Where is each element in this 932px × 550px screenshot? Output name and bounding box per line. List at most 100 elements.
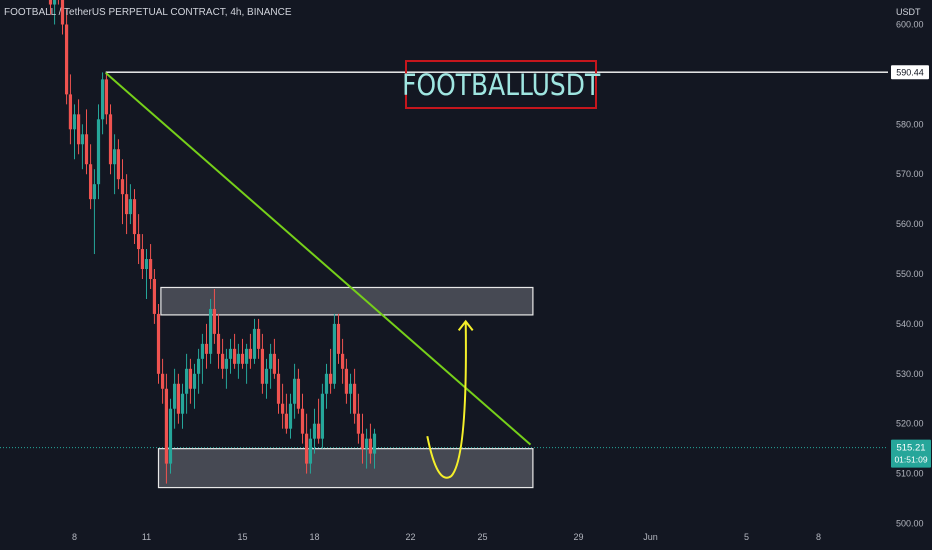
candle (328, 373, 333, 384)
bar-countdown-label: 01:51:09 (894, 455, 927, 465)
level-price-label: 590.44 (896, 68, 924, 78)
resistance-zone (160, 286, 534, 316)
y-tick-label: 500.00 (896, 519, 924, 529)
candle (84, 134, 89, 165)
candle (60, 0, 65, 25)
y-tick-label: 570.00 (896, 169, 924, 179)
candle (224, 358, 229, 369)
candle (88, 164, 93, 200)
candle (76, 114, 81, 145)
candle (356, 413, 361, 434)
candle (284, 413, 289, 429)
candle (52, 0, 57, 5)
y-tick-label: 510.00 (896, 469, 924, 479)
x-tick-label: 29 (573, 532, 583, 542)
candle (220, 353, 225, 369)
candle (340, 353, 345, 369)
candle (64, 24, 69, 95)
candle (80, 134, 85, 145)
candle (188, 368, 193, 389)
currency-label: USDT (896, 7, 921, 17)
candle (152, 278, 157, 314)
current-price-label: 515.21 (896, 443, 925, 454)
candle (368, 438, 373, 454)
candle (360, 433, 365, 449)
support-zone (157, 448, 534, 489)
candle (352, 383, 357, 414)
candle (140, 249, 145, 270)
candle (272, 353, 277, 374)
candle (216, 333, 221, 354)
candle (128, 199, 133, 215)
candle (208, 308, 213, 354)
candle (68, 94, 73, 130)
candle (180, 393, 185, 414)
candle (120, 179, 125, 195)
candle (176, 383, 181, 414)
candle (280, 403, 285, 414)
candle (240, 353, 245, 364)
candle (92, 184, 97, 200)
x-tick-label: 22 (405, 532, 415, 542)
candle (304, 433, 309, 464)
candle (364, 438, 369, 449)
x-tick-label: 25 (477, 532, 487, 542)
candle (252, 328, 257, 359)
level-price-tag (891, 65, 929, 80)
candle (148, 259, 153, 279)
x-tick-label: Jun (643, 532, 658, 542)
x-tick-label: 8 (72, 532, 77, 542)
candle (160, 373, 165, 389)
x-tick-label: 5 (744, 532, 749, 542)
candle (144, 259, 149, 270)
candle (200, 343, 205, 359)
candle (288, 403, 293, 429)
candle (264, 368, 269, 384)
candle (248, 348, 253, 359)
candle (212, 308, 217, 334)
candle (124, 194, 129, 215)
candle (136, 234, 141, 250)
y-tick-label: 560.00 (896, 219, 924, 229)
x-tick-label: 11 (142, 532, 151, 542)
y-tick-label: 530.00 (896, 369, 924, 379)
candle (196, 358, 201, 374)
candle (268, 353, 273, 369)
candle (132, 199, 137, 235)
candle (308, 438, 313, 464)
downtrend-line (105, 72, 532, 446)
candle (312, 423, 317, 439)
candle (48, 0, 53, 5)
candle (260, 348, 265, 384)
candle (292, 378, 297, 404)
y-tick-label: 540.00 (896, 319, 924, 329)
candle (116, 149, 121, 180)
current-price-tag (891, 439, 931, 468)
candle (164, 388, 169, 464)
arrow-head (457, 319, 474, 332)
x-tick-label: 18 (309, 532, 319, 542)
candle (324, 373, 329, 394)
candle (276, 373, 281, 404)
candle (232, 348, 237, 364)
candle (244, 348, 249, 364)
candle (184, 368, 189, 394)
candle (228, 348, 233, 359)
candle (300, 408, 305, 434)
candle (108, 114, 113, 165)
candle (372, 433, 377, 454)
y-tick-label: 600.00 (896, 20, 924, 30)
candle (96, 119, 101, 185)
candle (204, 343, 209, 354)
candle (296, 378, 301, 409)
y-tick-label: 580.00 (896, 119, 924, 129)
y-tick-label: 520.00 (896, 419, 924, 429)
candle (332, 323, 337, 384)
symbol-header: FOOTBALL / TetherUS PERPETUAL CONTRACT, … (4, 7, 292, 18)
candle (336, 323, 341, 354)
candle (104, 79, 109, 115)
candle (172, 383, 177, 409)
candle (236, 353, 241, 364)
candle (168, 408, 173, 464)
